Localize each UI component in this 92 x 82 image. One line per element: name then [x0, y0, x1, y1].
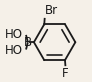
Text: B: B [24, 36, 32, 49]
Text: HO: HO [5, 44, 23, 57]
Text: F: F [62, 67, 69, 80]
Text: Br: Br [45, 4, 58, 17]
Text: HO: HO [5, 28, 23, 41]
